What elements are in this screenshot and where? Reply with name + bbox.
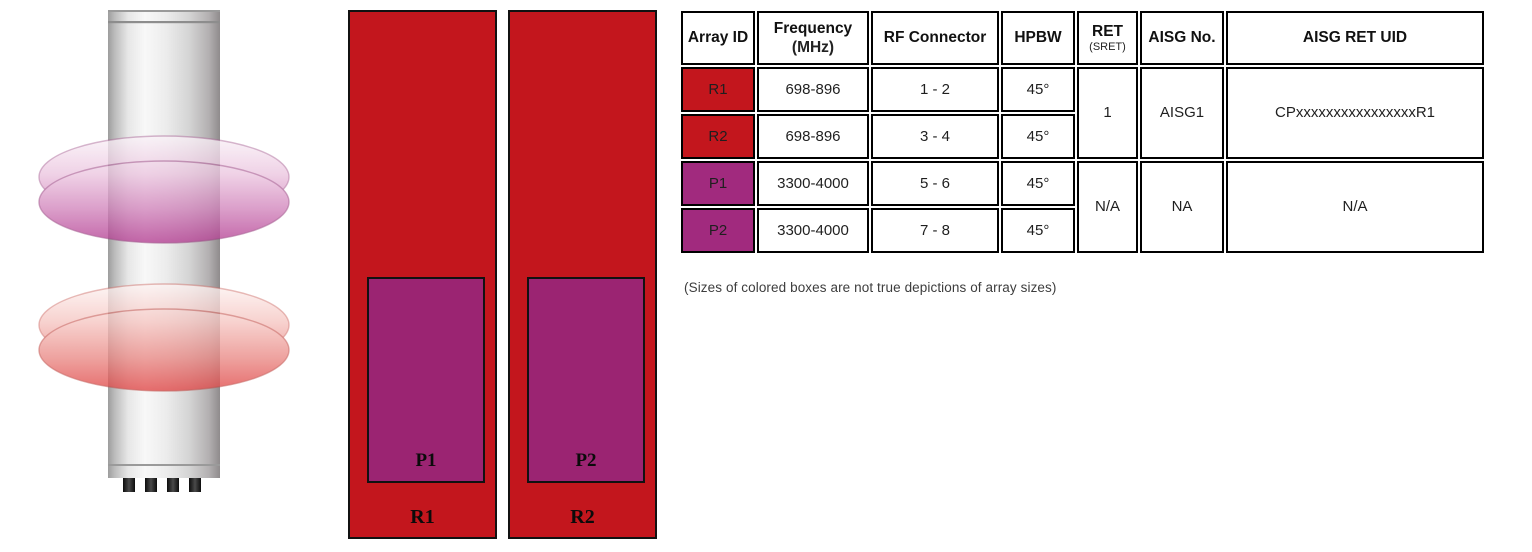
array-box-p1: P1: [367, 277, 485, 483]
cell-aisg-ret-uid-p-group: N/A: [1226, 161, 1484, 253]
array-box-r1-label: R1: [410, 506, 435, 528]
cell-rf-connector-p1: 5 - 6: [871, 161, 999, 206]
cell-frequency-p1: 3300-4000: [757, 161, 869, 206]
array-box-p2-label: P2: [575, 450, 597, 471]
cell-frequency-r2: 698-896: [757, 114, 869, 159]
cell-ret-p-group: N/A: [1077, 161, 1138, 253]
col-header-frequency: Frequency (MHz): [757, 11, 869, 65]
col-header-ret: RET (SRET): [1077, 11, 1138, 65]
array-box-r1: P1 R1: [348, 10, 497, 539]
cell-array-id-r2: R2: [681, 114, 755, 159]
array-spec-table: Array ID Frequency (MHz) RF Connector HP…: [679, 9, 1486, 255]
table-header-row: Array ID Frequency (MHz) RF Connector HP…: [681, 11, 1484, 65]
array-box-r2: P2 R2: [508, 10, 657, 539]
antenna-disc-red: [38, 283, 290, 392]
col-header-frequency-line2: (MHz): [791, 38, 835, 56]
size-disclaimer-caption: (Sizes of colored boxes are not true dep…: [684, 280, 1057, 295]
table-row-r1: R1 698-896 1 - 2 45° 1 AISG1 CPxxxxxxxxx…: [681, 67, 1484, 159]
cell-aisg-no-p-group: NA: [1140, 161, 1224, 253]
spec-table-container: Array ID Frequency (MHz) RF Connector HP…: [679, 9, 1486, 255]
array-box-r2-label: R2: [570, 506, 595, 528]
cell-rf-connector-r1: 1 - 2: [871, 67, 999, 112]
col-header-frequency-line1: Frequency: [773, 20, 853, 38]
col-header-rf-connector: RF Connector: [871, 11, 999, 65]
col-header-ret-line1: RET: [1092, 22, 1123, 40]
cell-aisg-no-r-group: AISG1: [1140, 67, 1224, 159]
col-header-aisg-no: AISG No.: [1140, 11, 1224, 65]
table-row-p2: P2 3300-4000 7 - 8 45°: [681, 208, 1484, 253]
antenna-top-edge: [108, 10, 220, 12]
antenna-disc-purple: [38, 135, 290, 244]
col-header-aisg-ret-uid: AISG RET UID: [1226, 11, 1484, 65]
antenna-top-rim-line: [108, 21, 220, 24]
array-box-p2: P2: [527, 277, 645, 483]
table-row-r2: R2 698-896 3 - 4 45°: [681, 114, 1484, 159]
col-header-hpbw: HPBW: [1001, 11, 1075, 65]
cell-ret-r-group: 1: [1077, 67, 1138, 159]
cell-array-id-r1: R1: [681, 67, 755, 112]
col-header-array-id: Array ID: [681, 11, 755, 65]
antenna-body: [108, 10, 220, 478]
cell-hpbw-r1: 45°: [1001, 67, 1075, 112]
antenna-graphic: [38, 10, 290, 492]
cell-rf-connector-p2: 7 - 8: [871, 208, 999, 253]
cell-array-id-p1: P1: [681, 161, 755, 206]
cell-aisg-ret-uid-r-group: CPxxxxxxxxxxxxxxxxR1: [1226, 67, 1484, 159]
cell-rf-connector-r2: 3 - 4: [871, 114, 999, 159]
cell-hpbw-p1: 45°: [1001, 161, 1075, 206]
antenna-bottom-rim-line: [108, 464, 220, 466]
antenna-connectors: [123, 478, 201, 492]
col-header-ret-line2: (SRET): [1089, 41, 1126, 54]
cell-hpbw-p2: 45°: [1001, 208, 1075, 253]
cell-array-id-p2: P2: [681, 208, 755, 253]
table-row-p1: P1 3300-4000 5 - 6 45° N/A NA N/A: [681, 161, 1484, 253]
array-box-p1-label: P1: [415, 450, 437, 471]
cell-frequency-p2: 3300-4000: [757, 208, 869, 253]
cell-frequency-r1: 698-896: [757, 67, 869, 112]
cell-hpbw-r2: 45°: [1001, 114, 1075, 159]
